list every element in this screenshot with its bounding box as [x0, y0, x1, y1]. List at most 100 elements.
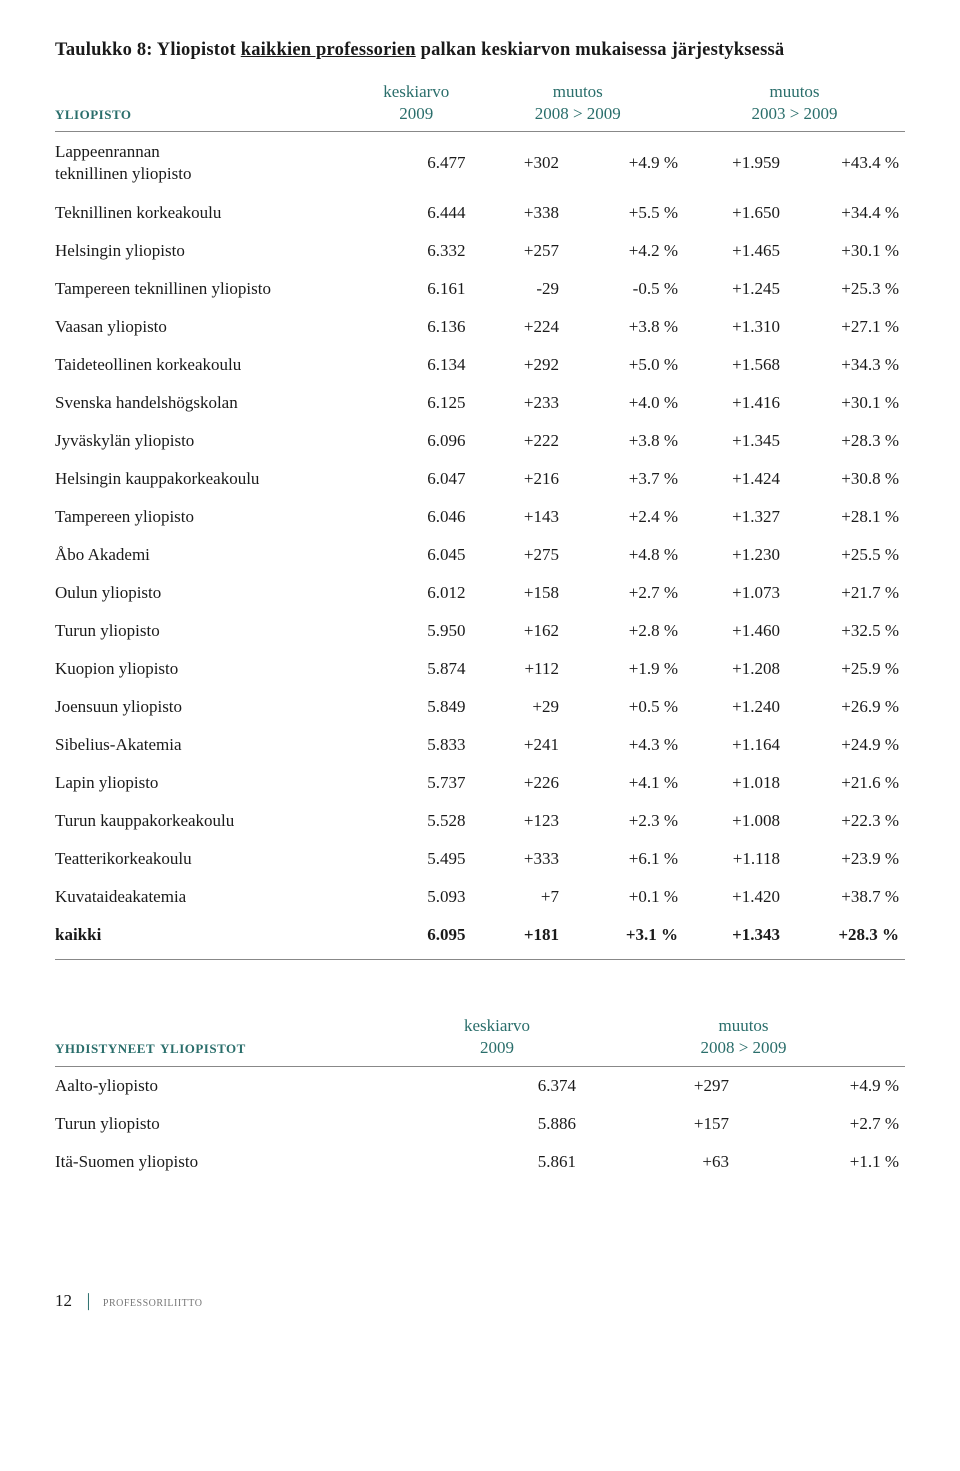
cell-muutos-abs-2003: +1.310	[684, 308, 786, 346]
cell-name: Teatterikorkeakoulu	[55, 840, 361, 878]
header2-col2-top: muutos	[582, 1015, 905, 1037]
cell-muutos-abs-2003: +1.650	[684, 194, 786, 232]
page-number: 12	[55, 1291, 72, 1310]
header-col2-top: muutos	[472, 81, 685, 103]
cell-muutos-abs-2008: +257	[472, 232, 566, 270]
footer-org: professoriliitto	[103, 1295, 203, 1310]
cell-name: Joensuun yliopisto	[55, 688, 361, 726]
cell-muutos-abs: +63	[582, 1143, 735, 1181]
table-row: Kuopion yliopisto5.874+112+1.9 %+1.208+2…	[55, 650, 905, 688]
cell-muutos-pct-2003: +28.1 %	[786, 498, 905, 536]
header2-col-muutos: muutos 2008 > 2009	[582, 1015, 905, 1066]
cell-muutos-pct-2008: +4.3 %	[565, 726, 684, 764]
cell-keskiarvo: 6.125	[361, 384, 472, 422]
table-row: Teknillinen korkeakoulu6.444+338+5.5 %+1…	[55, 194, 905, 232]
cell-name: Lapin yliopisto	[55, 764, 361, 802]
table-row: Svenska handelshögskolan6.125+233+4.0 %+…	[55, 384, 905, 422]
cell-muutos-pct-2008: +1.9 %	[565, 650, 684, 688]
cell-muutos-abs-2003: +1.420	[684, 878, 786, 916]
cell-muutos-pct-2008: +4.9 %	[565, 132, 684, 195]
table-row: Turun kauppakorkeakoulu5.528+123+2.3 %+1…	[55, 802, 905, 840]
header-col2-bot: 2008 > 2009	[472, 103, 685, 125]
cell-name: Helsingin kauppakorkeakoulu	[55, 460, 361, 498]
table-row: Helsingin kauppakorkeakoulu6.047+216+3.7…	[55, 460, 905, 498]
header-col-muutos-2003: muutos 2003 > 2009	[684, 81, 905, 132]
cell-muutos-pct-2003: +24.9 %	[786, 726, 905, 764]
header-col1-top: keskiarvo	[361, 81, 472, 103]
cell-muutos-abs-2003: +1.416	[684, 384, 786, 422]
header2-name: yhdistyneet yliopistot	[55, 1015, 412, 1066]
cell-keskiarvo: 5.874	[361, 650, 472, 688]
cell-muutos-abs-2003: +1.327	[684, 498, 786, 536]
cell-muutos-pct-2008: +5.0 %	[565, 346, 684, 384]
cell-muutos-pct-2003: +21.7 %	[786, 574, 905, 612]
table-row: Teatterikorkeakoulu5.495+333+6.1 %+1.118…	[55, 840, 905, 878]
table-row: Lappeenrannanteknillinen yliopisto6.477+…	[55, 132, 905, 195]
cell-muutos-abs-2008: +216	[472, 460, 566, 498]
cell-muutos-pct-2008: +2.3 %	[565, 802, 684, 840]
cell-muutos-abs-2003: +1.568	[684, 346, 786, 384]
cell-muutos-pct-2003: +25.9 %	[786, 650, 905, 688]
table-row: Sibelius-Akatemia5.833+241+4.3 %+1.164+2…	[55, 726, 905, 764]
cell-muutos-pct-2008: +6.1 %	[565, 840, 684, 878]
header-name-text: yliopisto	[55, 103, 132, 123]
cell-name: Helsingin yliopisto	[55, 232, 361, 270]
cell-muutos-pct-2008: +5.5 %	[565, 194, 684, 232]
table-row: Taideteollinen korkeakoulu6.134+292+5.0 …	[55, 346, 905, 384]
cell-muutos-abs-2003: +1.240	[684, 688, 786, 726]
cell-name: Kuopion yliopisto	[55, 650, 361, 688]
cell-muutos-abs-2003: +1.008	[684, 802, 786, 840]
cell-muutos-abs-2008: +275	[472, 536, 566, 574]
cell-muutos-pct-2008: +2.7 %	[565, 574, 684, 612]
cell-keskiarvo: 6.477	[361, 132, 472, 195]
table-row: Kuvataideakatemia5.093+7+0.1 %+1.420+38.…	[55, 878, 905, 916]
cell-muutos-pct-2003: +30.8 %	[786, 460, 905, 498]
cell-muutos-pct-2003: +23.9 %	[786, 840, 905, 878]
cell-name: Tampereen teknillinen yliopisto	[55, 270, 361, 308]
cell-muutos-pct-2003: +32.5 %	[786, 612, 905, 650]
cell-muutos-pct: +1.1 %	[735, 1143, 905, 1181]
cell-muutos-pct-2008: +0.1 %	[565, 878, 684, 916]
cell-muutos-pct-2008: +4.8 %	[565, 536, 684, 574]
cell-muutos-abs-2008: +226	[472, 764, 566, 802]
cell-muutos-abs-2008: +29	[472, 688, 566, 726]
header2-col1-bot: 2009	[412, 1037, 582, 1059]
cell-muutos-abs-2003: +1.465	[684, 232, 786, 270]
table-row: Aalto-yliopisto6.374+297+4.9 %	[55, 1066, 905, 1105]
title-suffix: palkan keskiarvon mukaisessa järjestykse…	[416, 40, 785, 60]
cell-name: Kuvataideakatemia	[55, 878, 361, 916]
cell-name: Åbo Akademi	[55, 536, 361, 574]
cell-keskiarvo: 6.161	[361, 270, 472, 308]
cell-keskiarvo: 5.833	[361, 726, 472, 764]
header-col1-bot: 2009	[361, 103, 472, 125]
header-col3-top: muutos	[684, 81, 905, 103]
table-title: Taulukko 8: Yliopistot kaikkien professo…	[55, 40, 905, 61]
cell-name: Turun yliopisto	[55, 612, 361, 650]
cell-name: Oulun yliopisto	[55, 574, 361, 612]
cell-muutos-abs-2003: +1.164	[684, 726, 786, 764]
cell-muutos-abs-2003: +1.073	[684, 574, 786, 612]
cell-muutos-abs-2008: +292	[472, 346, 566, 384]
table-row: Turun yliopisto5.950+162+2.8 %+1.460+32.…	[55, 612, 905, 650]
cell-muutos-abs-2008: +162	[472, 612, 566, 650]
table-row: Vaasan yliopisto6.136+224+3.8 %+1.310+27…	[55, 308, 905, 346]
cell-muutos-abs-2008: +112	[472, 650, 566, 688]
cell-keskiarvo: 6.045	[361, 536, 472, 574]
cell-muutos-abs-2008: +143	[472, 498, 566, 536]
cell-muutos-pct-2003: +27.1 %	[786, 308, 905, 346]
cell-muutos-pct-2003: +25.3 %	[786, 270, 905, 308]
cell-keskiarvo: 6.095	[361, 916, 472, 960]
cell-name: Turun kauppakorkeakoulu	[55, 802, 361, 840]
cell-muutos-pct-2003: +28.3 %	[786, 916, 905, 960]
table2-header-row: yhdistyneet yliopistot keskiarvo 2009 mu…	[55, 1015, 905, 1066]
cell-muutos-pct-2008: +4.2 %	[565, 232, 684, 270]
cell-muutos-abs: +157	[582, 1105, 735, 1143]
cell-muutos-abs-2003: +1.245	[684, 270, 786, 308]
header-col3-bot: 2003 > 2009	[684, 103, 905, 125]
cell-keskiarvo: 6.047	[361, 460, 472, 498]
cell-keskiarvo: 5.093	[361, 878, 472, 916]
cell-name: Aalto-yliopisto	[55, 1066, 412, 1105]
cell-muutos-abs-2003: +1.345	[684, 422, 786, 460]
cell-name: Jyväskylän yliopisto	[55, 422, 361, 460]
cell-keskiarvo: 6.012	[361, 574, 472, 612]
